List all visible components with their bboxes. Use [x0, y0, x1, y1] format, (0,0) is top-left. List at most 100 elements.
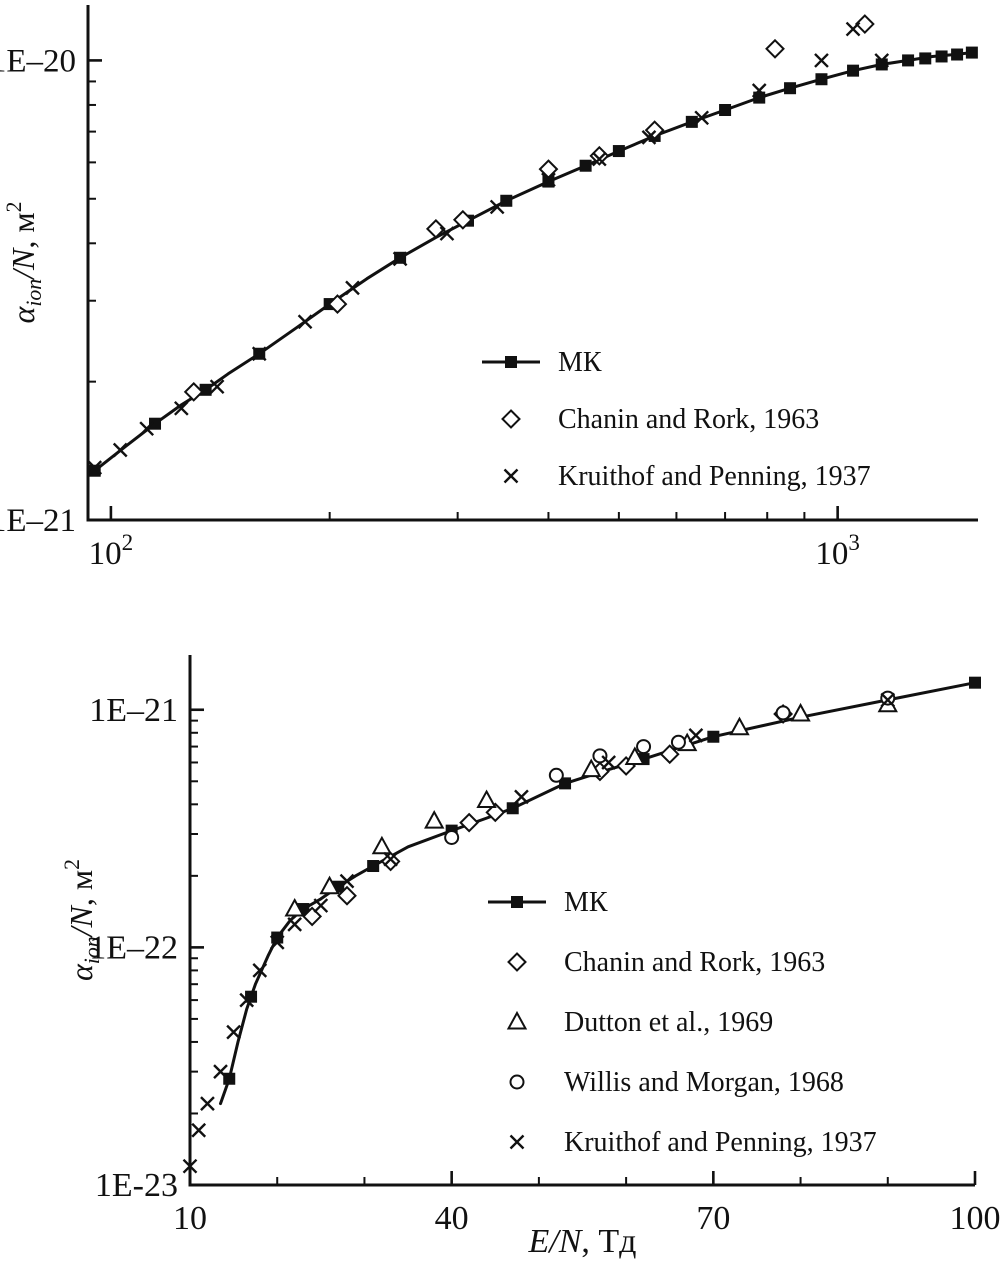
x-marker-icon [173, 400, 189, 416]
legend-label: Kruithof and Penning, 1937 [558, 461, 871, 492]
x-marker-icon [213, 1064, 228, 1079]
square-marker-icon [612, 145, 625, 158]
x-marker-icon [814, 53, 829, 68]
x-marker-icon [601, 755, 617, 770]
x-marker-icon [252, 963, 268, 978]
x-marker-icon [641, 130, 657, 145]
x-marker-icon [269, 934, 285, 950]
square-marker-icon [969, 676, 981, 689]
x-marker-icon [287, 917, 303, 932]
square-marker-icon [707, 730, 720, 743]
diamond-marker-icon [380, 851, 401, 872]
y-tick-label: 1E–22 [89, 929, 178, 966]
square-marker-icon [506, 802, 519, 815]
legend-label: Chanin and Rork, 1963 [564, 947, 825, 978]
x-marker-icon [392, 251, 408, 267]
series-line [93, 51, 974, 473]
square-marker-icon [951, 48, 964, 61]
x-marker-icon [209, 379, 225, 395]
diamond-marker-icon [765, 38, 785, 59]
square-marker-icon [88, 464, 101, 477]
legend-label: Dutton et al., 1969 [564, 1007, 773, 1038]
diamond-marker-icon [337, 885, 357, 906]
x-marker-icon [514, 789, 529, 805]
diamond-marker-icon [854, 14, 875, 34]
square-marker-icon [542, 175, 555, 188]
x-marker-icon [200, 1096, 215, 1111]
series-line [219, 681, 977, 1106]
x-marker-icon [87, 460, 103, 475]
square-marker-icon [815, 73, 828, 86]
legend-label: МК [558, 347, 602, 378]
x-marker-icon [688, 728, 704, 743]
triangle-marker-icon [790, 702, 811, 722]
y-tick-label: 1E–21 [0, 503, 76, 539]
x-tick-labels: 10 40 70 100 [173, 1171, 1001, 1237]
square-marker-icon [965, 46, 978, 59]
x-marker-icon [191, 1122, 207, 1138]
x-marker-icon [845, 21, 861, 37]
square-marker-icon [719, 104, 732, 117]
x-tick-label: 103 [815, 529, 860, 572]
diamond-marker-icon [507, 952, 527, 972]
triangle-marker-icon [581, 758, 602, 778]
legend-item-2: Kruithof and Penning, 1937 [503, 461, 871, 492]
y-tick-labels: 1E–21 1E–20 [0, 43, 102, 539]
triangle-marker-icon [424, 810, 445, 829]
square-marker-icon [902, 54, 915, 67]
square-marker-icon [875, 58, 888, 71]
triangle-marker-icon [284, 897, 305, 917]
y-tick-label: 1E–20 [0, 43, 76, 79]
x-marker-icon [880, 692, 896, 708]
lower-chart: 10 40 70 100 1E–21 1E–22 1E-23 αion/N, м2 E/N, Т… [60, 655, 1001, 1260]
legend-item-2: Dutton et al., 1969 [506, 1007, 773, 1038]
x-tick-labels: 102 103 [89, 506, 860, 572]
legend: МК Chanin and Rork, 1963 Dutton et al., 19… [488, 887, 877, 1158]
x-marker-icon [239, 992, 255, 1008]
circle-marker-icon [548, 767, 564, 783]
series-1 [183, 14, 875, 402]
diamond-marker-icon [452, 209, 473, 230]
triangle-marker-icon [624, 746, 646, 765]
legend-label: Kruithof and Penning, 1937 [564, 1127, 877, 1158]
lower-panel: 10 40 70 100 1E–21 1E–22 1E-23 αion/N, м2 E/N, Т… [60, 655, 1001, 1260]
legend-item-3: Willis and Morgan, 1968 [509, 1067, 844, 1098]
triangle-marker-icon [506, 1010, 528, 1030]
x-tick-label: 100 [950, 1200, 1001, 1237]
x-tick-label: 102 [89, 529, 134, 572]
diamond-marker-icon [302, 906, 323, 927]
square-marker-icon [559, 777, 572, 790]
minor-ticks [190, 719, 889, 1185]
circle-marker-icon [592, 748, 608, 764]
square-marker-icon [685, 115, 698, 128]
diamond-marker-icon [501, 409, 521, 429]
circle-marker-icon [444, 830, 460, 846]
x-marker-icon [439, 226, 455, 241]
square-marker-icon [505, 356, 517, 368]
triangle-marker-icon [319, 875, 340, 895]
circle-marker-icon [509, 1074, 525, 1090]
legend-item-0: МК [482, 347, 602, 378]
x-marker-icon [694, 110, 710, 126]
diamond-marker-icon [659, 744, 680, 765]
legend-label: Willis and Morgan, 1968 [564, 1067, 844, 1098]
x-marker-icon [139, 421, 155, 437]
series-4 [182, 692, 896, 1174]
legend-item-0: МК [488, 887, 608, 918]
legend-label: МК [564, 887, 608, 918]
legend-label: Chanin and Rork, 1963 [558, 404, 819, 435]
y-tick-labels: 1E–21 1E–22 1E-23 [89, 692, 204, 1204]
x-marker-icon [345, 280, 360, 296]
triangle-marker-icon [476, 789, 497, 809]
x-marker-icon [313, 898, 329, 913]
legend-item-1: Chanin and Rork, 1963 [507, 947, 825, 978]
upper-chart: 102 103 1E–21 1E–20 αion/N, м2 МК Chanin and R… [0, 5, 978, 572]
triangle-marker-icon [371, 835, 393, 855]
legend-item-4: Kruithof and Penning, 1937 [509, 1127, 877, 1158]
circle-marker-icon [880, 690, 896, 706]
y-tick-label: 1E-23 [95, 1167, 178, 1204]
circle-marker-icon [636, 739, 652, 755]
x-marker-icon [339, 873, 355, 889]
circle-marker-icon [670, 734, 686, 750]
